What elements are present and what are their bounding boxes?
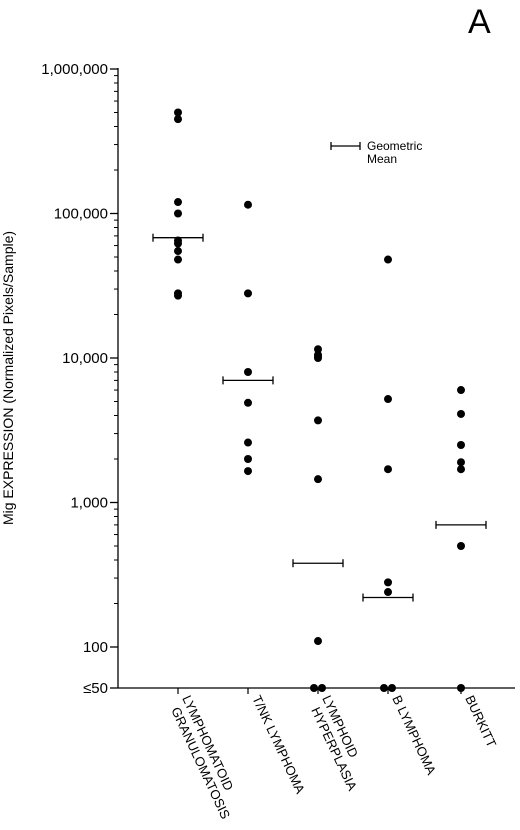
data-points bbox=[174, 108, 465, 692]
data-point-1-5 bbox=[244, 455, 252, 464]
data-point-4-1 bbox=[457, 409, 465, 418]
data-point-1-3 bbox=[244, 398, 252, 407]
y-tick-label-2: 1,000 bbox=[70, 495, 108, 512]
data-point-0-2 bbox=[174, 198, 182, 207]
category-label-4: BURKITT bbox=[462, 693, 499, 750]
data-point-4-6 bbox=[457, 684, 465, 692]
data-point-4-4 bbox=[457, 465, 465, 474]
data-point-3-3 bbox=[384, 578, 392, 587]
data-point-0-6 bbox=[174, 247, 182, 256]
y-axis-label: Mig EXPRESSION (Normalized Pixels/Sample… bbox=[0, 231, 16, 525]
data-point-0-3 bbox=[174, 209, 182, 218]
data-point-1-0 bbox=[244, 200, 252, 209]
data-point-2-8 bbox=[318, 684, 326, 692]
category-label-line: T/NK LYMPHOMA bbox=[249, 693, 308, 796]
data-point-0-7 bbox=[174, 255, 182, 264]
panel-letter: A bbox=[468, 3, 491, 41]
geometric-means bbox=[152, 233, 487, 602]
data-point-2-3 bbox=[314, 354, 322, 362]
data-point-1-4 bbox=[244, 438, 252, 447]
category-label-3: B LYMPHOMA bbox=[389, 693, 439, 777]
category-label-line: BURKITT bbox=[462, 693, 499, 750]
data-point-1-2 bbox=[244, 368, 252, 377]
data-point-2-4 bbox=[314, 416, 322, 425]
data-point-2-7 bbox=[310, 684, 318, 692]
legend-text-line: Geometric bbox=[367, 139, 422, 153]
data-point-0-1 bbox=[174, 115, 182, 124]
data-point-2-6 bbox=[314, 637, 322, 646]
data-point-3-5 bbox=[380, 684, 388, 692]
data-point-3-6 bbox=[388, 684, 396, 692]
y-axis: ≤50 100 1,000 10,000 100,000 1,000,000 bbox=[41, 61, 119, 697]
data-point-3-4 bbox=[384, 588, 392, 597]
y-tick-label-4: 100,000 bbox=[54, 206, 108, 223]
category-label-1: T/NK LYMPHOMA bbox=[249, 693, 308, 796]
data-point-1-1 bbox=[244, 289, 252, 298]
y-tick-label-0: ≤50 bbox=[83, 680, 108, 697]
data-point-4-5 bbox=[457, 541, 465, 550]
data-point-2-0 bbox=[314, 345, 322, 354]
data-point-3-0 bbox=[384, 255, 392, 264]
y-tick-label-3: 10,000 bbox=[62, 350, 108, 367]
y-tick-label-5: 1,000,000 bbox=[41, 61, 108, 78]
data-point-0-0 bbox=[174, 108, 182, 117]
data-point-0-9 bbox=[174, 291, 182, 300]
data-point-3-2 bbox=[384, 465, 392, 474]
data-point-4-3 bbox=[457, 458, 465, 467]
category-label-line: B LYMPHOMA bbox=[389, 693, 439, 777]
data-point-0-5 bbox=[174, 239, 182, 248]
data-point-3-1 bbox=[384, 395, 392, 404]
y-tick-label-1: 100 bbox=[83, 639, 108, 656]
data-point-2-5 bbox=[314, 475, 322, 484]
legend-text-line: Mean bbox=[367, 152, 397, 166]
data-point-4-2 bbox=[457, 440, 465, 449]
data-point-4-0 bbox=[457, 386, 465, 395]
data-point-1-6 bbox=[244, 467, 252, 476]
